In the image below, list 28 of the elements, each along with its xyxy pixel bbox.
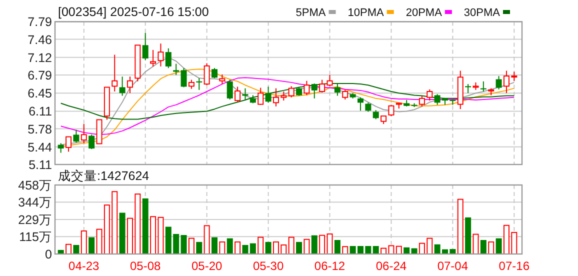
x-tick-label: 05-08 xyxy=(130,259,162,273)
y-tick-label: 6.79 xyxy=(28,68,52,82)
legend-label: 5PMA xyxy=(296,7,326,19)
y-tick-label: 7.46 xyxy=(28,32,52,47)
chart-title: [002354] 2025-07-16 15:00 xyxy=(58,5,209,19)
legend-label: 10PMA xyxy=(348,7,384,19)
y-tick-label: 6.11 xyxy=(28,104,52,119)
x-tick-label: 05-20 xyxy=(191,259,222,273)
x-tick-label: 06-12 xyxy=(314,259,346,273)
y-tick-label: 458万 xyxy=(18,178,52,192)
y-tick-label: 6.45 xyxy=(28,86,52,101)
x-tick-label: 07-04 xyxy=(437,259,468,273)
y-tick-label: 5.78 xyxy=(28,122,52,136)
x-tick-label: 07-16 xyxy=(498,259,530,273)
y-tick-label: 344万 xyxy=(18,196,52,210)
chart-title: 成交量:1427624 xyxy=(58,168,150,183)
y-tick-label: 115万 xyxy=(19,230,52,244)
legend-label: 20PMA xyxy=(406,7,443,19)
y-tick-label: 7.79 xyxy=(28,15,52,30)
legend-label: 30PMA xyxy=(464,7,501,19)
x-tick-label: 04-23 xyxy=(68,259,100,273)
y-tick-label: 229万 xyxy=(18,213,52,227)
y-tick-label: 7.12 xyxy=(28,50,52,65)
x-tick-label: 05-30 xyxy=(252,259,284,273)
y-tick-label: 5.44 xyxy=(28,140,52,154)
y-tick-label: 5.11 xyxy=(28,158,52,172)
x-tick-label: 06-24 xyxy=(376,259,407,273)
y-tick-label: 0 xyxy=(45,248,52,262)
